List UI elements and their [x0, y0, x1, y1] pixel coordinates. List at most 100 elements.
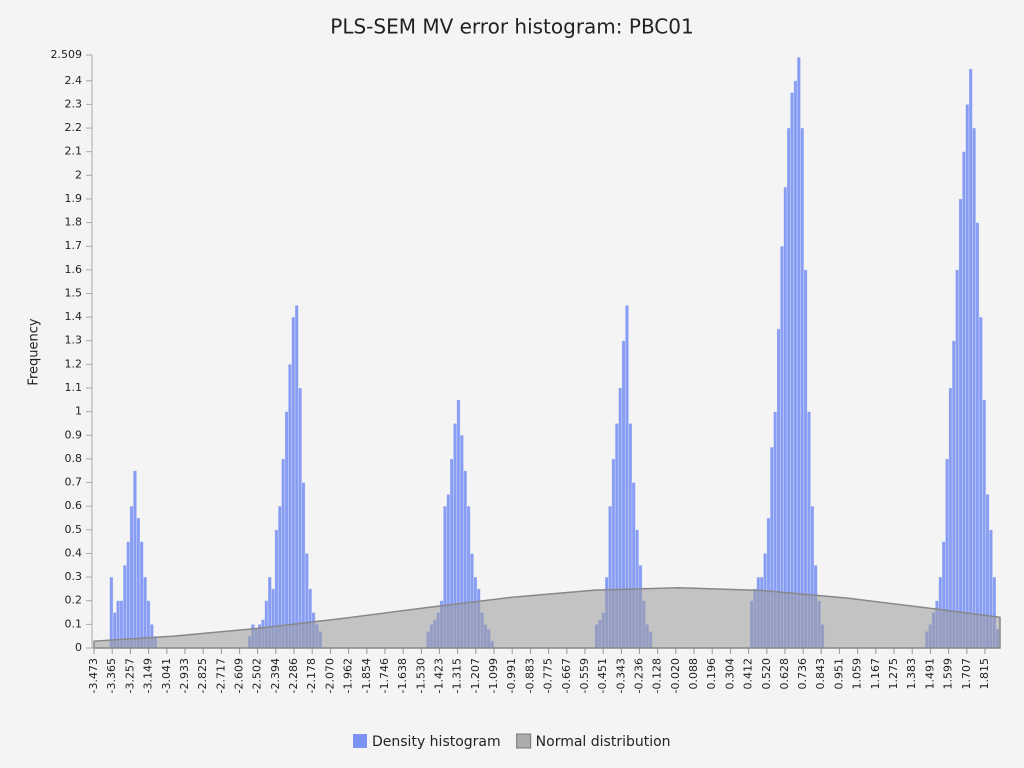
x-tick-label: -2.286: [287, 658, 300, 693]
x-tick-label: 0.628: [778, 658, 791, 690]
legend: Density histogram Normal distribution: [353, 733, 671, 750]
histogram-bar: [122, 564, 127, 649]
histogram-bar: [793, 80, 798, 649]
x-tick-label: 1.707: [960, 658, 973, 690]
x-tick-label: 0.736: [796, 658, 809, 690]
histogram-bar: [132, 470, 137, 649]
x-tick-label: 1.383: [905, 658, 918, 690]
y-tick-label: 0.3: [65, 570, 83, 583]
y-tick-label: 2.2: [65, 121, 83, 134]
histogram-bar: [955, 269, 960, 649]
x-tick-label: -1.530: [414, 658, 427, 693]
x-tick-label: 1.275: [887, 658, 900, 690]
x-tick-label: 0.304: [723, 658, 736, 690]
x-tick-label: -1.423: [432, 658, 445, 693]
y-tick-label: 0: [75, 641, 82, 654]
legend-label: Density histogram: [372, 734, 501, 750]
x-tick-label: 0.951: [832, 658, 845, 690]
y-tick-label: 1.7: [65, 239, 83, 252]
x-tick-label: -3.473: [87, 658, 100, 693]
x-tick-label: -0.451: [596, 658, 609, 693]
x-tick-label: -3.149: [142, 658, 155, 693]
histogram-bar: [951, 340, 956, 649]
histogram-bar: [961, 151, 966, 649]
x-tick-label: -0.236: [632, 658, 645, 693]
x-tick-label: -0.991: [505, 658, 518, 693]
x-tick-label: -3.041: [160, 658, 173, 693]
y-tick-label: 0.9: [65, 428, 83, 441]
x-tick-label: -2.070: [323, 658, 336, 693]
histogram-bar: [779, 245, 784, 649]
x-tick-label: -0.883: [523, 658, 536, 693]
x-tick-label: 1.815: [978, 658, 991, 690]
y-tick-label: 1.1: [65, 381, 83, 394]
normal-curve: [93, 586, 1001, 649]
x-tick-label: 1.599: [942, 658, 955, 690]
x-tick-label: 1.167: [869, 658, 882, 690]
x-tick-label: 1.491: [923, 658, 936, 690]
y-tick-label: 1.5: [65, 286, 83, 299]
histogram-bar: [803, 269, 808, 649]
x-tick-label: -1.207: [469, 658, 482, 693]
x-tick-label: -3.365: [105, 658, 118, 693]
y-tick-label: 1.6: [65, 263, 83, 276]
x-tick-label: 1.059: [851, 658, 864, 690]
x-tick-label: -2.178: [305, 658, 318, 693]
x-tick-label: -2.394: [269, 658, 282, 693]
histogram-bar: [109, 576, 114, 649]
x-tick-label: -2.825: [196, 658, 209, 693]
chart-title: PLS-SEM MV error histogram: PBC01: [330, 15, 693, 39]
histogram-bar: [786, 127, 791, 649]
x-tick-label: -1.099: [487, 658, 500, 693]
y-tick-label: 2.1: [65, 145, 83, 158]
histogram-bar: [298, 387, 303, 649]
y-tick-label: 1.3: [65, 334, 83, 347]
y-tick-label: 0.4: [65, 546, 83, 559]
y-tick-label: 0.6: [65, 499, 83, 512]
y-tick-label: 0.5: [65, 523, 83, 536]
histogram-bar: [291, 316, 296, 649]
histogram-bar: [978, 316, 983, 649]
histogram-bar: [783, 186, 788, 649]
histogram-bar: [982, 399, 987, 649]
x-tick-label: 0.520: [760, 658, 773, 690]
histogram-bar: [136, 517, 141, 649]
x-tick-label: -0.775: [542, 658, 555, 693]
x-tick-label: 0.088: [687, 658, 700, 690]
y-tick-label: 1.9: [65, 192, 83, 205]
histogram-bar: [965, 104, 970, 649]
y-tick-label: 0.8: [65, 452, 83, 465]
histogram-bar: [972, 127, 977, 649]
y-tick-label: 2.4: [65, 74, 83, 87]
legend-label: Normal distribution: [536, 734, 671, 750]
histogram-bar: [968, 68, 973, 649]
y-tick-label: 0.2: [65, 594, 83, 607]
y-tick-label: 1.8: [65, 216, 83, 229]
y-tick-label: 2.509: [51, 48, 83, 61]
x-tick-label: 0.412: [742, 658, 755, 690]
histogram-bar: [948, 387, 953, 649]
x-tick-label: -0.667: [560, 658, 573, 693]
x-tick-label: -1.315: [451, 658, 464, 693]
x-tick-label: -0.343: [614, 658, 627, 693]
histogram-bar: [281, 458, 286, 649]
x-tick-label: -2.609: [233, 658, 246, 693]
x-tick-label: -2.933: [178, 658, 191, 693]
histogram-bar: [800, 127, 805, 649]
y-axis-label: Frequency: [27, 318, 42, 385]
histogram-bar: [958, 198, 963, 649]
x-tick-label: -3.257: [123, 658, 136, 693]
y-tick-label: 0.7: [65, 476, 83, 489]
histogram-bar: [790, 92, 795, 649]
x-tick-label: -0.128: [651, 658, 664, 693]
x-tick-label: -1.638: [396, 658, 409, 693]
legend-swatch: [516, 733, 532, 749]
y-tick-label: 0.1: [65, 617, 83, 630]
y-tick-label: 2: [75, 168, 82, 181]
histogram-bar: [126, 541, 131, 649]
x-tick-label: 0.843: [814, 658, 827, 690]
y-tick-label: 2.3: [65, 97, 83, 110]
x-tick-label: -2.717: [214, 658, 227, 693]
histogram-bar: [294, 304, 299, 649]
